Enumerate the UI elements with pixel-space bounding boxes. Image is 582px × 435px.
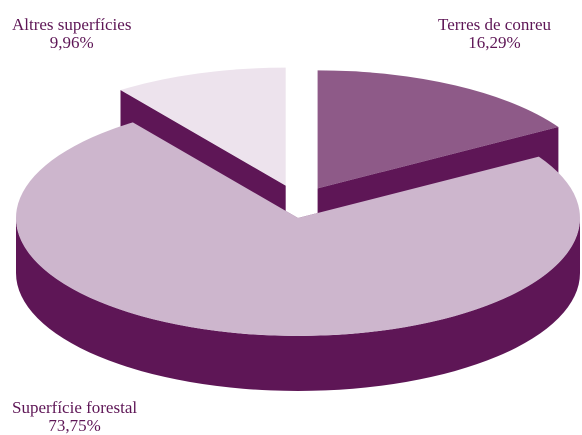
label-superficie-forestal: Superfície forestal 73,75% <box>12 399 137 435</box>
label-terres-value: 16,29% <box>468 33 521 52</box>
pie-slice-altres-superf-cies <box>120 67 286 186</box>
slice-rim-1-0 <box>16 218 580 391</box>
label-terres-name: Terres de conreu <box>438 15 552 34</box>
label-forestal-value: 73,75% <box>48 416 101 435</box>
label-forestal-name: Superfície forestal <box>12 398 138 417</box>
pie-slice-terres-de-conreu <box>317 70 559 189</box>
label-terres-de-conreu: Terres de conreu 16,29% <box>438 16 551 52</box>
label-altres-name: Altres superfícies <box>12 15 132 34</box>
label-altres-superficies: Altres superfícies 9,96% <box>12 16 131 52</box>
pie-slice-superf-cie-forestal <box>15 122 580 337</box>
label-altres-value: 9,96% <box>49 33 94 52</box>
